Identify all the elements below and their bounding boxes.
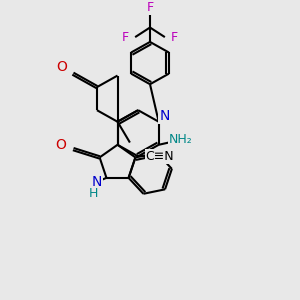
Text: F: F [146, 1, 154, 14]
Text: O: O [56, 60, 67, 74]
Text: H: H [89, 187, 98, 200]
Text: N: N [160, 109, 170, 123]
Text: NH₂: NH₂ [169, 134, 192, 146]
Text: N: N [92, 175, 102, 189]
Text: F: F [171, 31, 178, 44]
Text: O: O [56, 138, 66, 152]
Text: C≡N: C≡N [146, 150, 174, 163]
Text: F: F [122, 31, 129, 44]
